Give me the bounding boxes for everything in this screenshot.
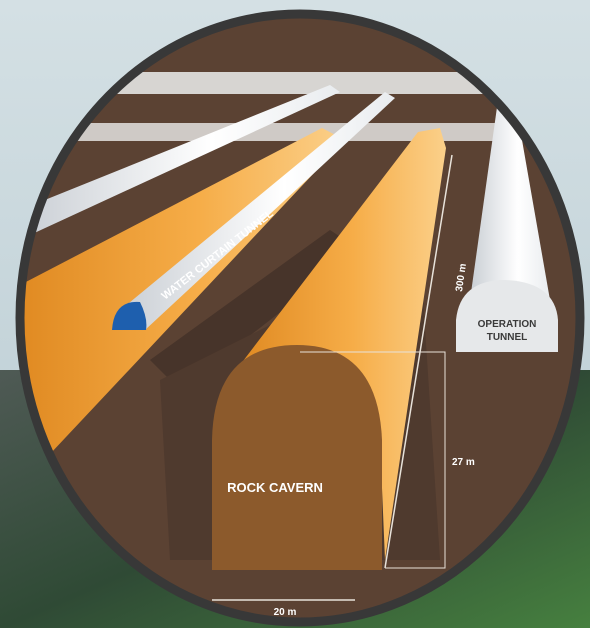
cavern-face [212,345,382,570]
shadow [150,230,360,390]
rock-cavern-label: ROCK CAVERN [227,480,323,495]
lens-frame [15,9,585,627]
dimension-line [300,351,446,569]
operation-label: TUNNEL [487,332,528,343]
dimension-line [384,154,453,569]
tunnel-face [456,280,558,352]
tunnel [22,85,340,235]
height-label: 300 m [454,263,469,293]
operation-tunnel [470,100,550,300]
water-curtain-tunnel [118,92,395,330]
width-label: 20 m [274,607,297,618]
operation-label: OPERATION [478,319,537,330]
depth-label: 27 m [452,457,475,468]
layer [22,72,578,94]
rock-cavern [240,128,446,560]
tunnel-face [112,301,147,330]
